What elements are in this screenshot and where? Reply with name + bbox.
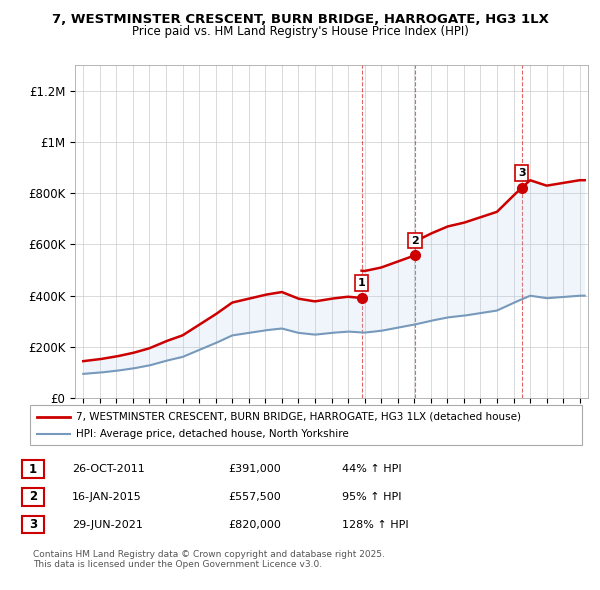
Text: 3: 3 — [29, 518, 37, 531]
Text: HPI: Average price, detached house, North Yorkshire: HPI: Average price, detached house, Nort… — [76, 429, 349, 439]
Text: 16-JAN-2015: 16-JAN-2015 — [72, 492, 142, 502]
Text: 7, WESTMINSTER CRESCENT, BURN BRIDGE, HARROGATE, HG3 1LX: 7, WESTMINSTER CRESCENT, BURN BRIDGE, HA… — [52, 13, 548, 26]
Text: 26-OCT-2011: 26-OCT-2011 — [72, 464, 145, 474]
Text: 128% ↑ HPI: 128% ↑ HPI — [342, 520, 409, 529]
Text: £820,000: £820,000 — [228, 520, 281, 529]
Text: £557,500: £557,500 — [228, 492, 281, 502]
Text: Price paid vs. HM Land Registry's House Price Index (HPI): Price paid vs. HM Land Registry's House … — [131, 25, 469, 38]
Text: 1: 1 — [29, 463, 37, 476]
Text: 44% ↑ HPI: 44% ↑ HPI — [342, 464, 401, 474]
Text: 2: 2 — [411, 235, 419, 245]
Text: 1: 1 — [358, 278, 365, 289]
Text: 7, WESTMINSTER CRESCENT, BURN BRIDGE, HARROGATE, HG3 1LX (detached house): 7, WESTMINSTER CRESCENT, BURN BRIDGE, HA… — [76, 412, 521, 422]
Text: 2: 2 — [29, 490, 37, 503]
Text: 3: 3 — [518, 168, 526, 178]
Text: 95% ↑ HPI: 95% ↑ HPI — [342, 492, 401, 502]
Text: 29-JUN-2021: 29-JUN-2021 — [72, 520, 143, 529]
Text: Contains HM Land Registry data © Crown copyright and database right 2025.
This d: Contains HM Land Registry data © Crown c… — [33, 550, 385, 569]
Text: £391,000: £391,000 — [228, 464, 281, 474]
